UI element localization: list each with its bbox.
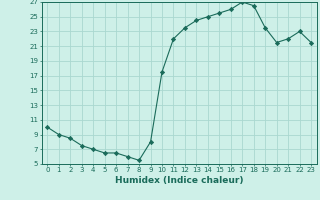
X-axis label: Humidex (Indice chaleur): Humidex (Indice chaleur) (115, 176, 244, 185)
